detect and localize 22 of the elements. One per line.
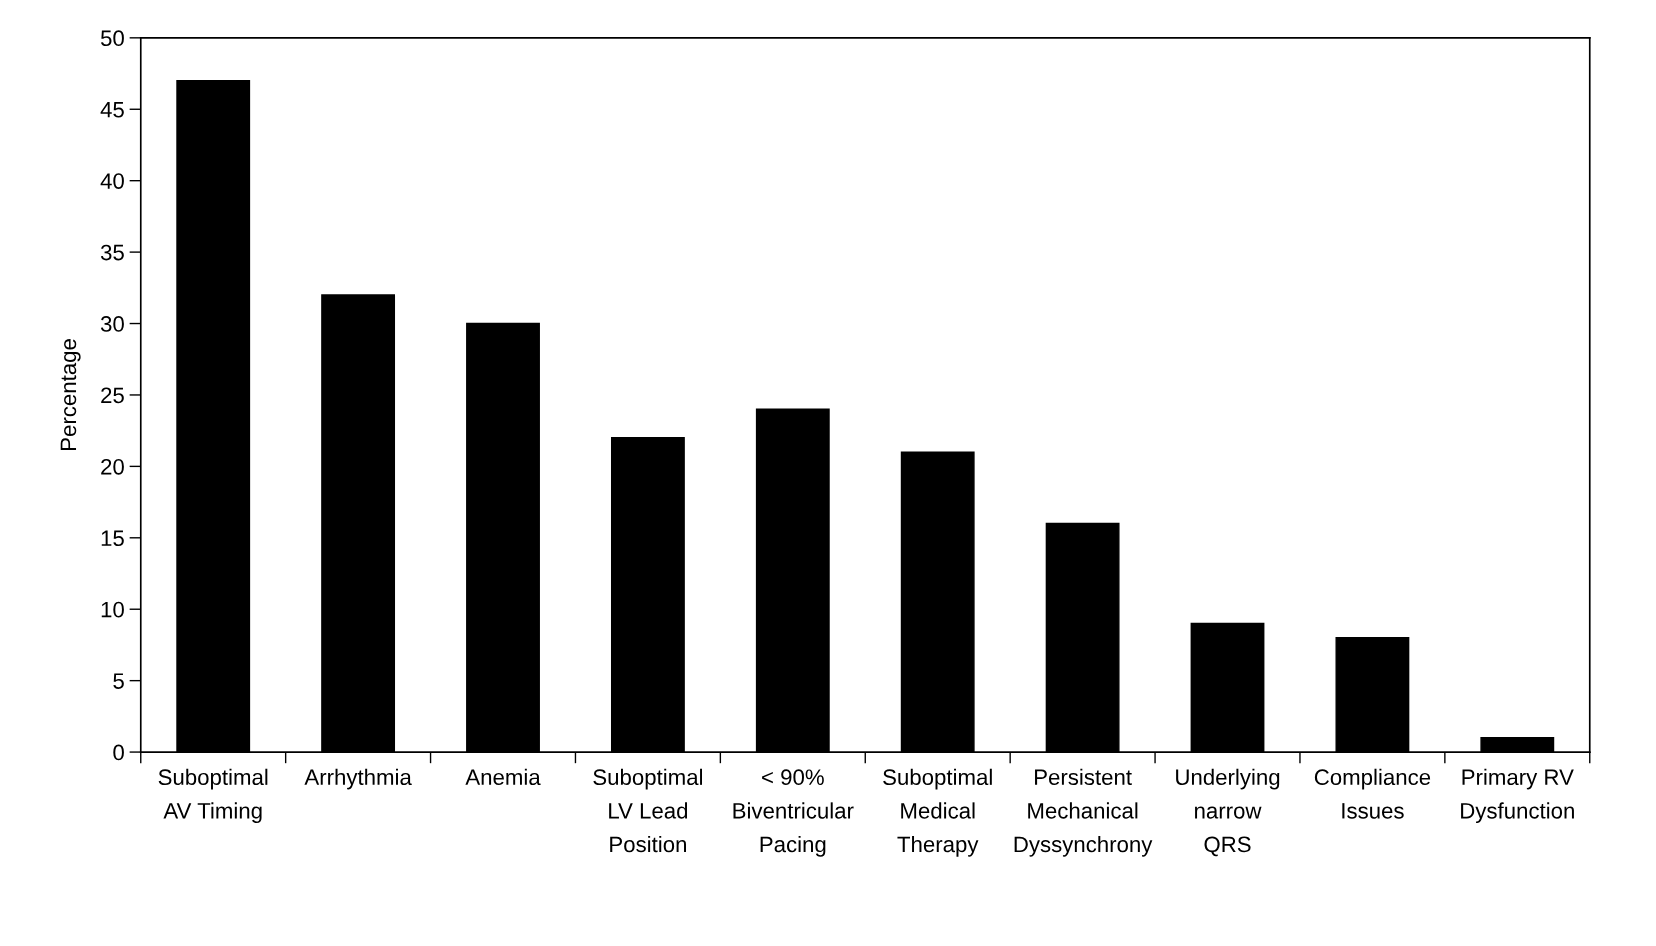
x-tick-label: Suboptimal Medical Therapy bbox=[883, 768, 992, 857]
x-tick-label: Persistent Mechanical Dyssynchrony bbox=[1014, 768, 1153, 857]
x-tick-label: Anemia bbox=[465, 768, 541, 786]
y-tick-label: 30 bbox=[100, 316, 124, 332]
y-tick-label: 35 bbox=[100, 244, 124, 261]
y-tick-label: 15 bbox=[101, 530, 124, 547]
y-tick-label: 25 bbox=[101, 387, 124, 404]
y-tick-label: 10 bbox=[101, 601, 124, 618]
y-axis-title: Percentage bbox=[60, 339, 81, 450]
x-tick-label: Suboptimal AV Timing bbox=[158, 768, 268, 824]
y-tick-label: 50 bbox=[100, 30, 124, 47]
x-tick-label: < 90% Biventricular Pacing bbox=[733, 769, 854, 857]
y-tick-label: 0 bbox=[113, 744, 124, 761]
y-tick-label: 5 bbox=[113, 673, 124, 689]
y-tick-label: 45 bbox=[100, 102, 124, 118]
x-tick-label: Primary RV Dysfunction bbox=[1461, 768, 1574, 824]
x-tick-label: Suboptimal LV Lead Position bbox=[593, 768, 703, 853]
x-tick-label: Arrhythmia bbox=[304, 768, 412, 790]
x-tick-label: Compliance Issues bbox=[1314, 768, 1431, 819]
x-tick-label: Underlying narrow QRS bbox=[1176, 768, 1280, 857]
y-tick-label: 20 bbox=[101, 458, 124, 475]
y-tick-label: 40 bbox=[100, 173, 124, 189]
